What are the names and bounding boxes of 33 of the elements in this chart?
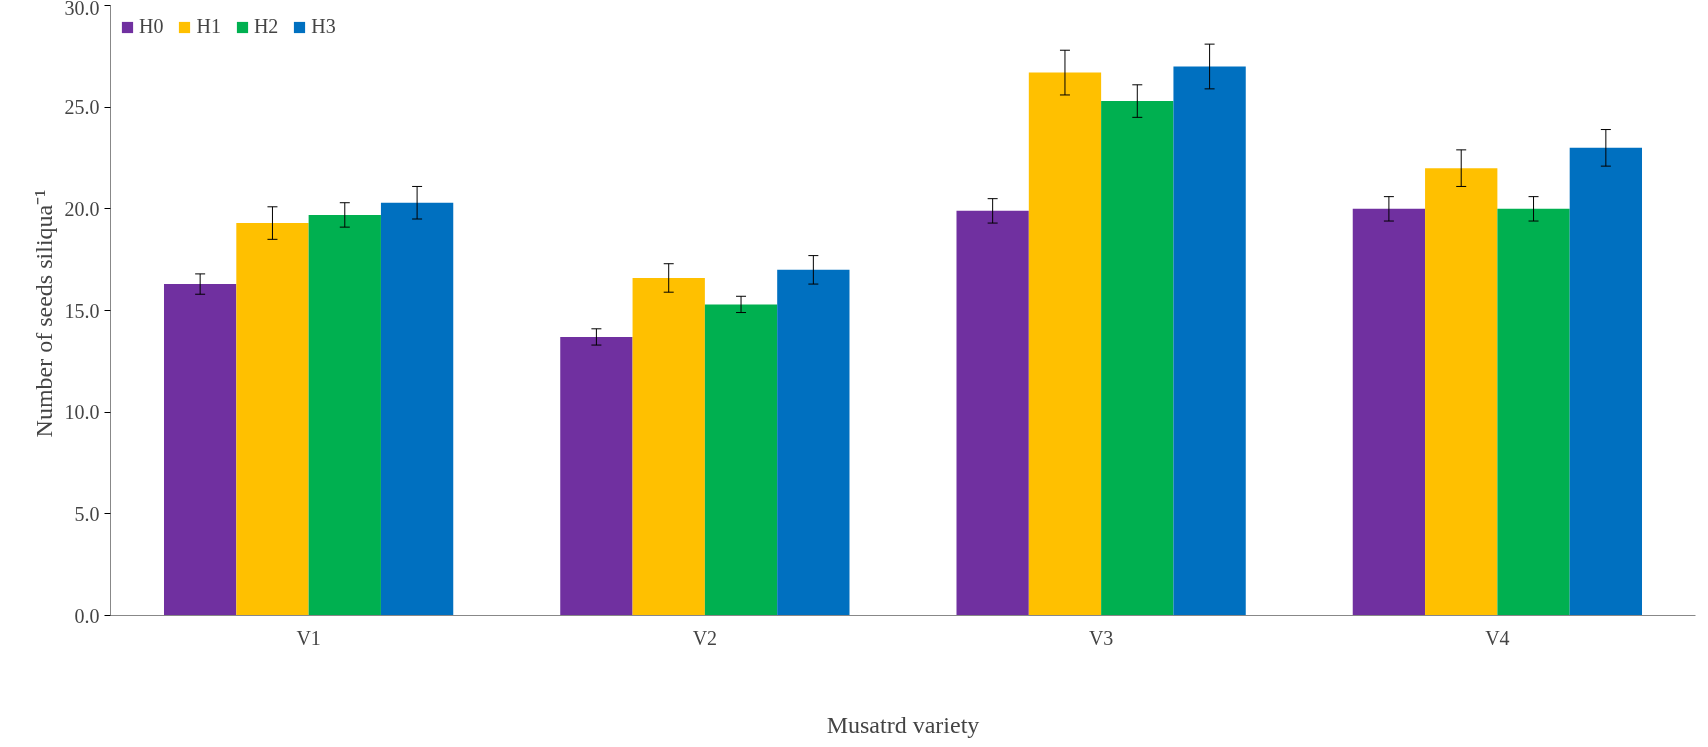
legend-label: H1 [196, 15, 221, 38]
bar [308, 214, 381, 616]
bar [1028, 72, 1102, 616]
y-tick-label: 10.0 [64, 401, 100, 424]
y-tick-label: 25.0 [64, 96, 100, 119]
y-tick-label: 30.0 [64, 0, 100, 19]
x-tick-label: V4 [1485, 626, 1510, 649]
legend-label: H0 [139, 15, 164, 38]
x-axis-title: Musatrd variety [826, 711, 980, 738]
legend-label: H2 [253, 15, 279, 38]
bar [704, 304, 778, 616]
x-tick-label: V1 [296, 626, 321, 649]
bar [1569, 147, 1643, 616]
bar [560, 336, 633, 616]
x-tick-label: V3 [1088, 626, 1114, 649]
bar [1425, 168, 1498, 616]
bar [163, 284, 237, 616]
bar [1101, 101, 1174, 616]
bar [1497, 208, 1570, 616]
y-tick-label: 5.0 [74, 502, 100, 525]
y-axis-title: Number of seeds siliqua⁻¹ [30, 189, 57, 438]
x-tick-label: V2 [692, 626, 718, 649]
legend-label: H3 [311, 15, 336, 38]
bar [380, 202, 454, 616]
bar [777, 269, 850, 616]
y-tick-label: 15.0 [64, 299, 100, 322]
bar [236, 223, 309, 616]
y-tick-label: 20.0 [64, 197, 100, 220]
bar [632, 277, 705, 616]
bar [1352, 208, 1426, 616]
bar [956, 210, 1029, 616]
bar [1173, 66, 1246, 616]
y-tick-label: 0.0 [74, 604, 100, 627]
